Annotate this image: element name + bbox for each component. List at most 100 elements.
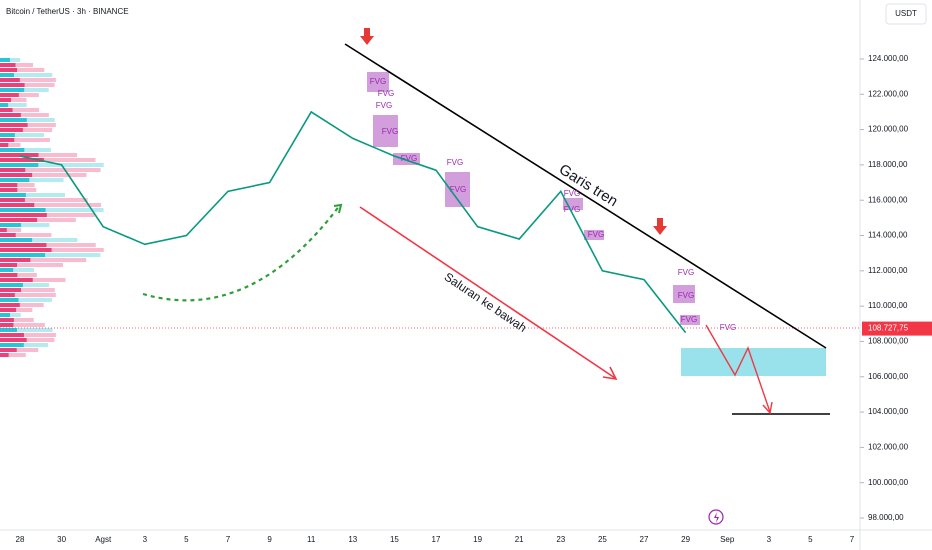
x-tick-label: 23 (556, 535, 565, 544)
x-tick-label: 28 (16, 535, 25, 544)
fvg-label: FVG (401, 154, 417, 163)
profile-bar (0, 73, 14, 77)
profile-bar (0, 223, 50, 227)
event-icon (708, 509, 724, 525)
profile-bar (0, 103, 27, 107)
profile-bar (0, 213, 95, 217)
profile-bar (0, 248, 104, 252)
profile-bar (0, 63, 34, 67)
profile-bar (0, 243, 96, 247)
profile-bar (0, 283, 24, 287)
volume-profile (0, 58, 104, 357)
profile-bar (0, 313, 21, 317)
profile-bar (0, 208, 104, 212)
profile-bar (0, 353, 26, 357)
profile-bar (0, 58, 10, 62)
x-tick-label: 7 (850, 535, 855, 544)
profile-bar (0, 108, 40, 112)
x-tick-label: 27 (640, 535, 649, 544)
profile-bar (0, 288, 55, 292)
profile-bar (0, 268, 35, 272)
profile-bar (0, 128, 53, 132)
profile-bar (0, 158, 96, 162)
profile-bar (0, 183, 18, 187)
profile-bar (0, 193, 26, 197)
profile-bar (0, 263, 18, 267)
profile-bar (0, 233, 16, 237)
profile-bar (0, 343, 49, 347)
profile-bar (0, 183, 35, 187)
fvg-label: FVG (681, 315, 697, 324)
profile-bar (0, 223, 21, 227)
profile-bar (0, 348, 39, 352)
profile-bar (0, 263, 64, 267)
profile-bar (0, 153, 39, 157)
profile-bar (0, 78, 20, 82)
profile-bar (0, 253, 101, 257)
last-price-label: 108.727,75 (868, 324, 909, 333)
profile-bar (0, 158, 44, 162)
profile-bar (0, 278, 33, 282)
x-tick-label: Sep (720, 535, 735, 544)
channel-arrow (359, 206, 616, 379)
profile-bar (0, 273, 18, 277)
currency-button[interactable] (885, 3, 927, 25)
profile-bar (0, 88, 25, 92)
event-icon-bolt (714, 512, 719, 523)
x-tick-label: 15 (390, 535, 399, 544)
profile-bar (0, 198, 25, 202)
profile-bar (0, 298, 19, 302)
y-tick-label: 100.000,00 (868, 478, 909, 487)
fvg-label: FVG (720, 323, 736, 332)
profile-bar (0, 273, 37, 277)
profile-bar (0, 88, 49, 92)
profile-bar (0, 308, 17, 312)
fvg-label: FVG (588, 230, 604, 239)
profile-bar (0, 113, 49, 117)
profile-bar (0, 298, 52, 302)
y-tick-label: 118.000,00 (868, 160, 908, 169)
y-tick-label: 110.000,00 (868, 301, 908, 310)
profile-bar (0, 228, 22, 232)
fvg-label: FVG (376, 101, 392, 110)
x-tick-label: 30 (57, 535, 66, 544)
profile-bar (0, 153, 78, 157)
channel-arrow-head (602, 366, 618, 381)
profile-bar (0, 118, 55, 122)
x-tick-label: 13 (348, 535, 357, 544)
profile-bar (0, 303, 44, 307)
profile-bar (0, 323, 14, 327)
profile-bar (0, 73, 53, 77)
profile-bar (0, 338, 55, 342)
profile-bar (0, 218, 76, 222)
profile-bar (0, 133, 15, 137)
profile-bar (0, 253, 46, 257)
profile-bar (0, 203, 102, 207)
profile-bar (0, 248, 52, 252)
fvg-label: FVG (382, 127, 398, 136)
profile-bar (0, 123, 28, 127)
profile-bar (0, 208, 46, 212)
y-tick-label: 112.000,00 (868, 266, 908, 275)
profile-bar (0, 168, 101, 172)
x-tick-label: 3 (143, 535, 148, 544)
profile-bar (0, 233, 52, 237)
profile-bar (0, 68, 45, 72)
currency[interactable]: USDT (895, 9, 917, 18)
profile-bar (0, 123, 56, 127)
fvg-label: FVG (450, 185, 466, 194)
profile-bar (0, 173, 33, 177)
profile-bar (0, 318, 14, 322)
profile-bar (0, 93, 19, 97)
fvg-label: FVG (370, 77, 386, 86)
profile-bar (0, 98, 11, 102)
last-price-tag (862, 321, 932, 336)
profile-bar (0, 348, 17, 352)
profile-bar (0, 333, 24, 337)
profile-bar (0, 308, 33, 312)
fvg-label: FVG (564, 189, 580, 198)
x-tick-label: 9 (267, 535, 272, 544)
profile-bar (0, 168, 26, 172)
y-tick-label: 98.000,00 (868, 513, 904, 522)
x-tick-label: 25 (598, 535, 607, 544)
